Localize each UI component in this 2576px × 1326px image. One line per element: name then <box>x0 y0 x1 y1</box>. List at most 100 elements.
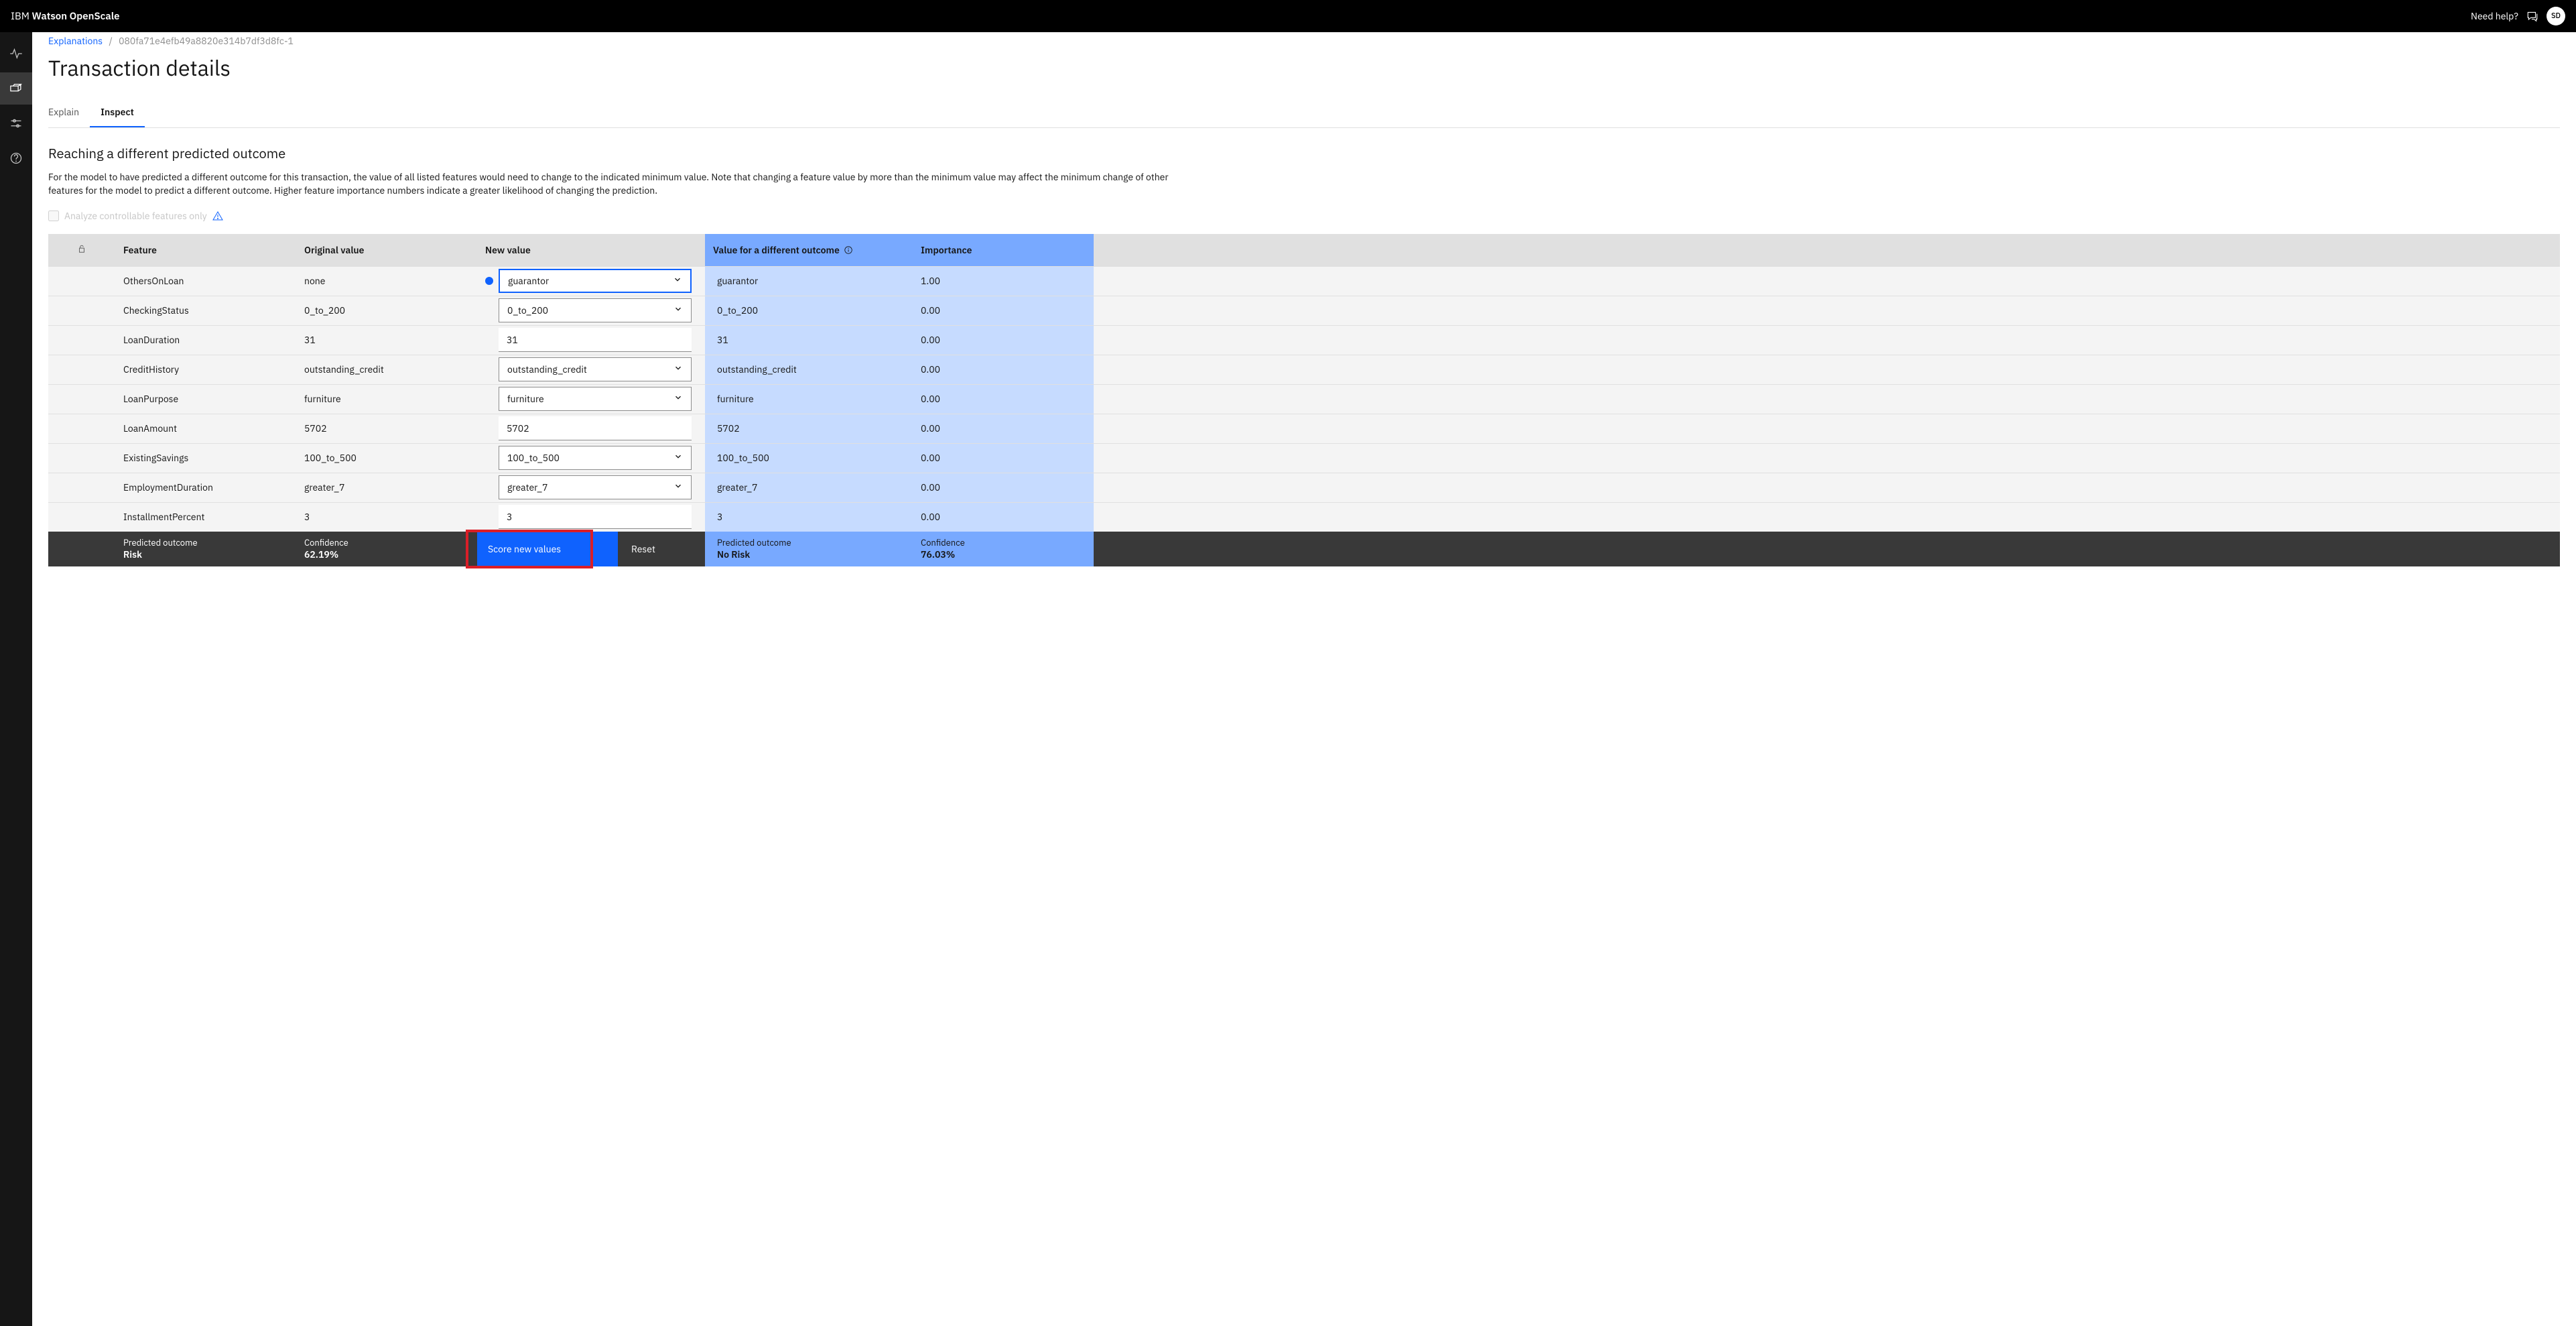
chevron-down-icon <box>673 481 683 491</box>
lock-icon <box>77 244 86 253</box>
footer-alt-confidence: Confidence 76.03% <box>913 532 1094 566</box>
section-heading: Reaching a different predicted outcome <box>48 144 2560 162</box>
new-value-field[interactable]: outstanding_credit <box>499 357 692 381</box>
cell-feature: InstallmentPercent <box>115 511 296 523</box>
footer-confidence: Confidence 62.19% <box>296 537 477 560</box>
new-value-field[interactable]: 100_to_500 <box>499 446 692 470</box>
table-row: LoanAmount 5702 5702 5702 0.00 <box>48 414 2560 443</box>
changed-indicator-dot <box>485 277 493 285</box>
col-lock <box>69 244 94 256</box>
chevron-down-icon <box>673 452 683 461</box>
new-value-field[interactable]: 31 <box>499 328 692 352</box>
tabs: Explain Inspect <box>48 98 2560 128</box>
cell-original: 5702 <box>296 422 477 434</box>
nav-monitor[interactable] <box>0 38 32 70</box>
table-header: Feature Original value New value Value f… <box>48 234 2560 266</box>
table-row: CheckingStatus 0_to_200 0_to_200 0_to_20… <box>48 296 2560 325</box>
cell-feature: LoanAmount <box>115 422 296 434</box>
brand-bold: Watson OpenScale <box>32 10 120 23</box>
cell-new-value: 0_to_200 <box>477 298 705 322</box>
brand-prefix: IBM <box>11 10 32 23</box>
info-icon[interactable] <box>844 245 853 255</box>
page-title: Transaction details <box>48 54 2560 82</box>
cell-importance: 1.00 <box>913 267 1094 296</box>
cell-feature: OthersOnLoan <box>115 275 296 287</box>
brand: IBM Watson OpenScale <box>11 10 120 23</box>
cell-feature: LoanDuration <box>115 334 296 346</box>
cell-importance: 0.00 <box>913 385 1094 414</box>
cell-importance: 0.00 <box>913 503 1094 532</box>
col-new-value: New value <box>477 244 705 256</box>
table-row: ExistingSavings 100_to_500 100_to_500 10… <box>48 443 2560 473</box>
tab-inspect[interactable]: Inspect <box>90 98 145 127</box>
cell-original: 31 <box>296 334 477 346</box>
cell-diff: outstanding_credit <box>705 355 913 384</box>
breadcrumb-parent[interactable]: Explanations <box>48 35 103 47</box>
cell-feature: CreditHistory <box>115 363 296 375</box>
cell-original: 100_to_500 <box>296 452 477 464</box>
table-row: LoanDuration 31 31 31 0.00 <box>48 325 2560 355</box>
table-row: LoanPurpose furniture furniture furnitur… <box>48 384 2560 414</box>
cell-new-value: 3 <box>477 505 705 529</box>
confidence-label: Confidence <box>304 537 469 548</box>
cell-new-value: 31 <box>477 328 705 352</box>
new-value-field[interactable]: guarantor <box>499 269 692 293</box>
cell-feature: EmploymentDuration <box>115 481 296 493</box>
side-nav <box>0 32 32 1326</box>
alt-confidence-value: 76.03% <box>921 548 1086 560</box>
alt-predicted-value: No Risk <box>717 548 905 560</box>
predicted-label: Predicted outcome <box>123 537 288 548</box>
new-value-field[interactable]: 5702 <box>499 416 692 440</box>
cell-diff: 3 <box>705 503 913 532</box>
alt-confidence-label: Confidence <box>921 537 1086 548</box>
cell-diff: 5702 <box>705 414 913 443</box>
nav-explain[interactable] <box>0 72 32 105</box>
main-content: Explanations / 080fa71e4efb49a8820e314b7… <box>32 32 2576 1326</box>
cell-new-value: 100_to_500 <box>477 446 705 470</box>
cell-diff: 31 <box>705 326 913 355</box>
cell-new-value: guarantor <box>477 269 705 293</box>
chevron-down-icon <box>673 275 682 284</box>
score-button[interactable]: Score new values <box>477 532 618 566</box>
new-value-field[interactable]: 0_to_200 <box>499 298 692 322</box>
section-description: For the model to have predicted a differ… <box>48 170 1201 198</box>
chevron-down-icon <box>673 363 683 373</box>
top-bar: IBM Watson OpenScale Need help? SD <box>0 0 2576 32</box>
cell-original: furniture <box>296 393 477 405</box>
footer-predicted: Predicted outcome Risk <box>115 537 296 560</box>
nav-settings[interactable] <box>0 107 32 139</box>
cell-feature: LoanPurpose <box>115 393 296 405</box>
cell-importance: 0.00 <box>913 444 1094 473</box>
breadcrumb-sep: / <box>109 35 112 47</box>
cell-diff: furniture <box>705 385 913 414</box>
cell-diff: greater_7 <box>705 473 913 502</box>
nav-help[interactable] <box>0 142 32 174</box>
cell-importance: 0.00 <box>913 296 1094 325</box>
cell-feature: CheckingStatus <box>115 304 296 316</box>
cell-importance: 0.00 <box>913 414 1094 443</box>
new-value-field[interactable]: furniture <box>499 387 692 411</box>
chevron-down-icon <box>673 304 683 314</box>
cell-diff: 100_to_500 <box>705 444 913 473</box>
footer-alt-predicted: Predicted outcome No Risk <box>705 532 913 566</box>
cell-new-value: 5702 <box>477 416 705 440</box>
table-footer: Predicted outcome Risk Confidence 62.19%… <box>48 532 2560 566</box>
breadcrumb: Explanations / 080fa71e4efb49a8820e314b7… <box>48 32 2560 47</box>
cell-new-value: greater_7 <box>477 475 705 499</box>
analyze-checkbox-row: Analyze controllable features only <box>48 210 2560 222</box>
avatar[interactable]: SD <box>2547 7 2565 25</box>
table-row: InstallmentPercent 3 3 3 0.00 <box>48 502 2560 532</box>
reset-button[interactable]: Reset <box>618 543 655 555</box>
cell-new-value: outstanding_credit <box>477 357 705 381</box>
help-link[interactable]: Need help? <box>2471 10 2518 22</box>
new-value-field[interactable]: 3 <box>499 505 692 529</box>
chat-icon[interactable] <box>2526 10 2538 22</box>
cell-importance: 0.00 <box>913 326 1094 355</box>
analyze-checkbox[interactable] <box>48 210 59 221</box>
tab-explain[interactable]: Explain <box>48 98 90 127</box>
cell-importance: 0.00 <box>913 473 1094 502</box>
new-value-field[interactable]: greater_7 <box>499 475 692 499</box>
cell-original: greater_7 <box>296 481 477 493</box>
cell-diff: guarantor <box>705 267 913 296</box>
cell-feature: ExistingSavings <box>115 452 296 464</box>
